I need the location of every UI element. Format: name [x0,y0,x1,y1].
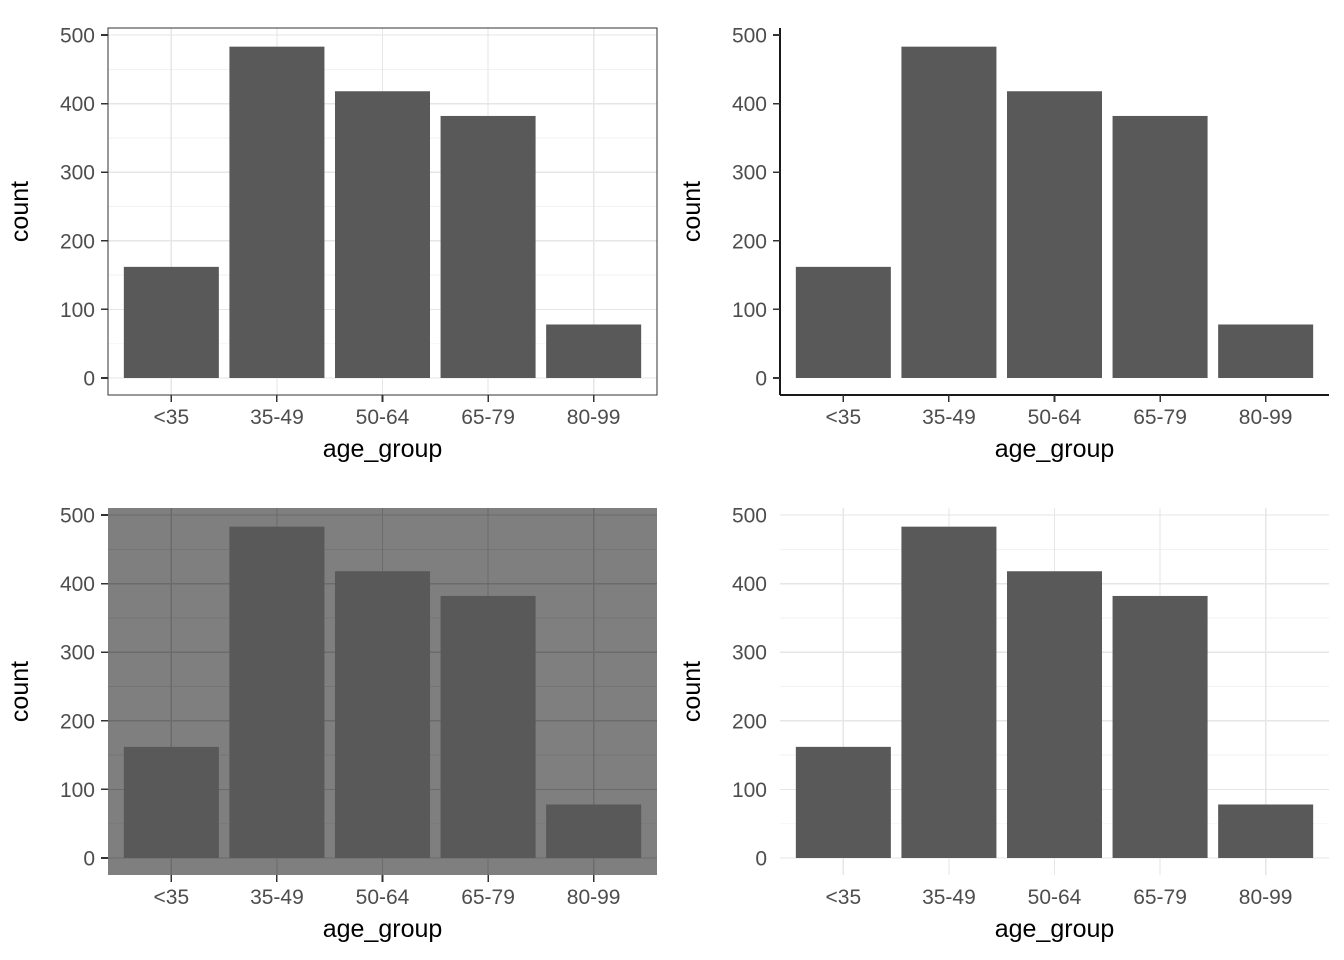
bar-35-49 [229,46,325,379]
x-tick-label: 35-49 [250,886,304,909]
y-tick-label: 500 [60,25,95,48]
y-tick-label: 100 [60,299,95,322]
bar-80-99 [546,324,642,378]
chart-panel-theme-classic: 0 100 200 300 400 500 <35 35-49 50-64 65-79 80-99 a… [672,0,1344,480]
y-axis-title: count [678,181,706,242]
y-tick-label: 400 [732,93,767,116]
bar-50-64 [1006,571,1103,858]
y-tick-label: 200 [60,710,95,733]
bar-50-64 [334,571,431,858]
bar-80-99 [1218,324,1314,378]
bar-<35 [795,746,891,858]
bar-80-99 [546,804,642,858]
chart-panel-theme-minimal: 0 100 200 300 400 500 <35 35-49 50-64 65-79 80-99 a… [672,480,1344,960]
bar-80-99 [1218,804,1314,858]
bar-35-49 [901,46,997,379]
bar-50-64 [334,91,431,378]
bar-50-64 [1006,91,1103,378]
bar-<35 [123,746,219,858]
x-axis-title: age_group [995,915,1115,943]
bar-chart-theme-bw: 0 100 200 300 400 500 <35 35-49 50-64 65-79 80-99 a… [6,25,658,463]
bar-65-79 [1112,115,1208,378]
y-tick-label: 400 [60,93,95,116]
y-tick-label: 0 [83,848,95,871]
y-axis-title: count [678,661,706,722]
y-tick-label: 0 [755,848,767,871]
bar-chart-theme-classic: 0 100 200 300 400 500 <35 35-49 50-64 65-79 80-99 a… [678,25,1329,463]
chart-panel-theme-dark: 0 100 200 300 400 500 <35 35-49 50-64 65-79 80-99 a… [0,480,672,960]
x-tick-label: 50-64 [356,406,410,429]
y-tick-label: 400 [732,573,767,596]
x-tick-label: 65-79 [1133,886,1187,909]
y-tick-label: 100 [732,299,767,322]
chart-panel-theme-bw: 0 100 200 300 400 500 <35 35-49 50-64 65-79 80-99 a… [0,0,672,480]
y-tick-label: 500 [732,25,767,48]
x-tick-label: <35 [154,886,190,909]
x-tick-label: <35 [826,406,862,429]
bar-35-49 [901,526,997,858]
y-tick-label: 200 [60,230,95,253]
bar-chart-theme-minimal: 0 100 200 300 400 500 <35 35-49 50-64 65-79 80-99 a… [678,505,1329,943]
x-tick-label: 80-99 [567,886,621,909]
x-tick-label: 50-64 [1028,886,1082,909]
bar-chart-theme-dark: 0 100 200 300 400 500 <35 35-49 50-64 65-79 80-99 a… [6,505,657,943]
bar-65-79 [440,115,536,378]
x-axis-title: age_group [323,435,443,463]
y-axis-title: count [6,661,34,722]
x-tick-label: 65-79 [461,886,515,909]
x-tick-label: 35-49 [922,886,976,909]
x-axis-title: age_group [323,915,443,943]
bar-65-79 [440,595,536,858]
x-tick-label: 35-49 [250,406,304,429]
y-tick-label: 300 [60,162,95,185]
y-tick-label: 0 [755,368,767,391]
x-tick-label: 35-49 [922,406,976,429]
x-tick-label: <35 [154,406,190,429]
x-tick-label: 80-99 [567,406,621,429]
x-tick-label: <35 [826,886,862,909]
x-tick-label: 50-64 [356,886,410,909]
y-tick-label: 100 [732,779,767,802]
x-tick-label: 50-64 [1028,406,1082,429]
y-tick-label: 500 [732,505,767,528]
bar-<35 [795,266,891,378]
y-tick-label: 100 [60,779,95,802]
x-tick-label: 65-79 [461,406,515,429]
y-tick-label: 300 [60,642,95,665]
x-tick-label: 65-79 [1133,406,1187,429]
bar-35-49 [229,526,325,858]
y-tick-label: 400 [60,573,95,596]
bar-65-79 [1112,595,1208,858]
y-axis-title: count [6,181,34,242]
y-tick-label: 200 [732,230,767,253]
y-tick-label: 500 [60,505,95,528]
x-axis-title: age_group [995,435,1115,463]
bar-<35 [123,266,219,378]
x-tick-label: 80-99 [1239,886,1293,909]
y-tick-label: 300 [732,642,767,665]
x-tick-label: 80-99 [1239,406,1293,429]
y-tick-label: 0 [83,368,95,391]
y-tick-label: 200 [732,710,767,733]
y-tick-label: 300 [732,162,767,185]
